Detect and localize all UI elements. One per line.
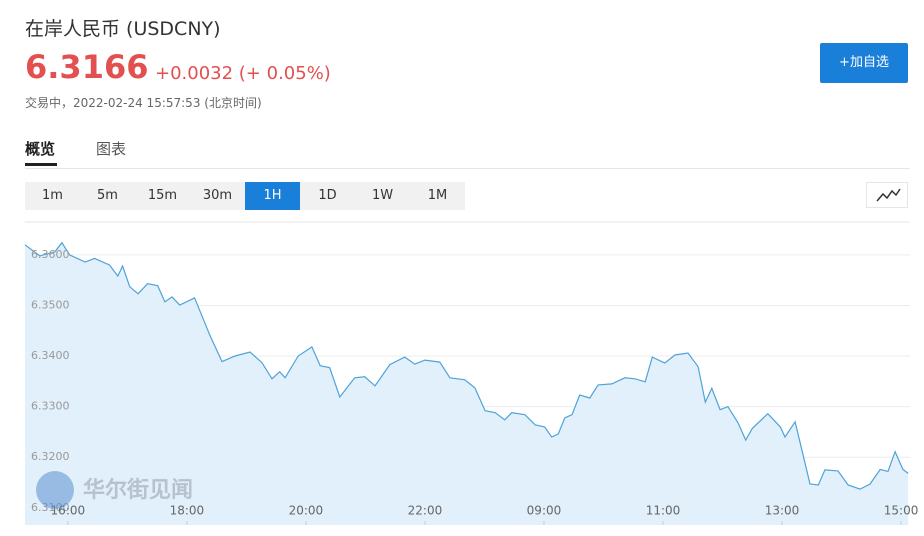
- chart-icon: [876, 188, 901, 202]
- period-button[interactable]: 15m: [147, 188, 178, 203]
- y-tick-label: 6.3400: [31, 349, 70, 362]
- tab[interactable]: 图表: [96, 140, 127, 158]
- period-button[interactable]: 1D: [318, 188, 337, 203]
- period-button[interactable]: 5m: [97, 188, 118, 203]
- x-tick-label: 11:00: [646, 504, 681, 518]
- tab[interactable]: 概览: [25, 140, 56, 158]
- x-tick-label: 13:00: [765, 504, 800, 518]
- price: 6.3166: [25, 48, 149, 86]
- area: [25, 242, 909, 525]
- divider: [25, 168, 910, 169]
- x-tick-label: 20:00: [289, 504, 324, 518]
- watermark-logo: [36, 471, 74, 509]
- period-button[interactable]: 1M: [427, 188, 448, 203]
- price-change: +0.0032 (+ 0.05%): [155, 63, 331, 84]
- y-tick-label: 6.3600: [31, 248, 70, 261]
- watermark: 华尔街见闻: [83, 477, 193, 503]
- period-button[interactable]: 1m: [42, 188, 63, 203]
- add-watchlist-button[interactable]: +加自选: [820, 43, 908, 83]
- y-tick-label: 6.3500: [31, 298, 70, 311]
- status: 交易中，2022-02-24 15:57:53 (北京时间): [25, 96, 262, 110]
- period-button[interactable]: 1W: [371, 188, 394, 203]
- tab-underline: [25, 163, 57, 166]
- x-tick-label: 18:00: [170, 504, 205, 518]
- line: [24, 241, 909, 490]
- title: 在岸人民币 (USDCNY): [25, 18, 221, 40]
- y-tick-label: 6.3300: [31, 400, 70, 413]
- x-tick-label: 22:00: [408, 504, 443, 518]
- x-tick-label: 15:00: [884, 504, 919, 518]
- x-tick-label: 09:00: [527, 504, 562, 518]
- chart-type-button[interactable]: [866, 182, 908, 208]
- y-tick-label: 6.3200: [31, 450, 70, 463]
- period-button[interactable]: 1H: [245, 182, 300, 210]
- period-button[interactable]: 30m: [202, 188, 233, 203]
